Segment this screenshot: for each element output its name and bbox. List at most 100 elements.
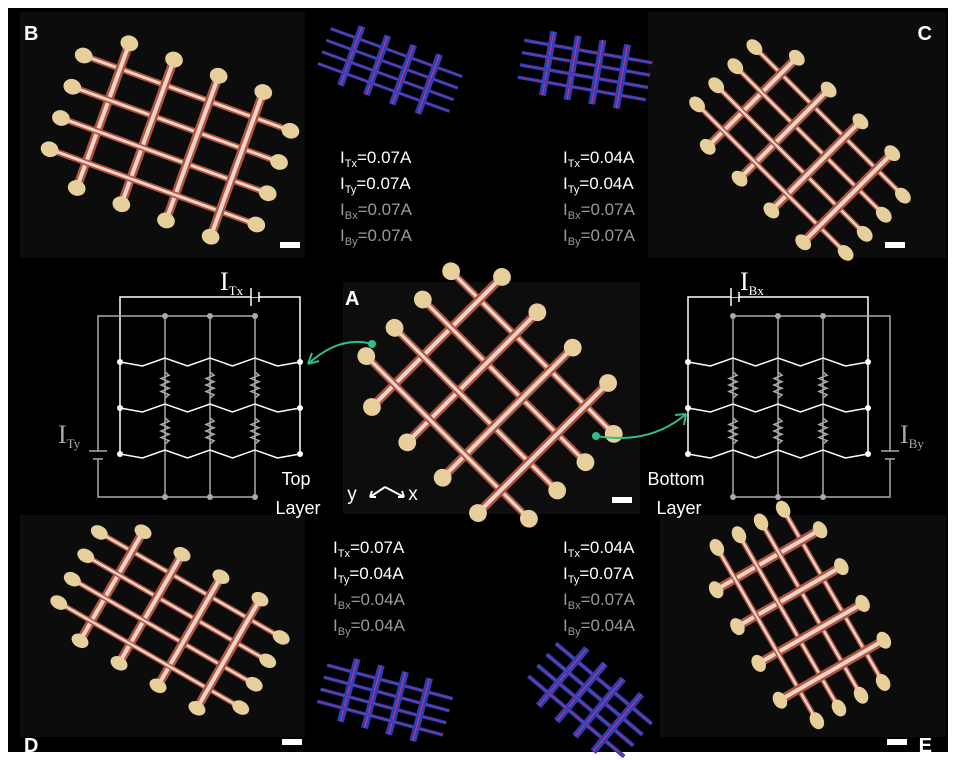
sim-edge <box>417 54 441 114</box>
foot <box>67 180 86 196</box>
beam-core <box>208 91 266 238</box>
lattice <box>689 39 911 261</box>
foot <box>245 676 263 692</box>
current-subscript: By <box>338 626 351 638</box>
current-subscript: By <box>568 626 581 638</box>
lattice <box>357 262 623 528</box>
foot <box>251 591 269 607</box>
current-symbol: I <box>563 538 568 557</box>
battery-gap <box>90 451 106 459</box>
current-symbol: I <box>563 590 568 609</box>
source-label: ITx <box>220 267 244 298</box>
lattice <box>40 35 300 245</box>
current-value: =0.07A <box>356 174 411 193</box>
foot <box>548 481 567 500</box>
foot <box>894 187 911 204</box>
current-label: ITy=0.04A <box>563 174 634 196</box>
foot <box>442 262 461 281</box>
arrow <box>595 413 687 439</box>
foot <box>134 524 152 539</box>
sim-edge <box>522 52 651 76</box>
current-value: =0.04A <box>581 616 636 635</box>
foot <box>63 571 81 587</box>
foot <box>71 633 89 649</box>
current-symbol: I <box>563 148 568 167</box>
foot <box>788 49 805 66</box>
foot <box>730 618 745 636</box>
current-value: =0.07A <box>581 200 636 219</box>
resistor <box>772 417 784 445</box>
foot <box>112 196 131 213</box>
scale-bar <box>282 739 302 745</box>
current-subscript: Ty <box>568 574 580 586</box>
panel-label: E <box>919 735 932 757</box>
sim-edge <box>528 675 625 757</box>
current-symbol: I <box>563 200 568 219</box>
current-subscript: Ty <box>338 574 350 586</box>
current-value: =0.04A <box>351 616 406 635</box>
foot <box>254 84 273 100</box>
foot <box>753 513 769 531</box>
lattice <box>708 500 892 730</box>
resistor <box>119 449 301 459</box>
current-symbol: I <box>340 148 345 167</box>
foot <box>876 631 892 649</box>
current-subscript: Tx <box>345 158 358 170</box>
current-label: IBx=0.07A <box>340 200 413 222</box>
foot <box>165 51 183 68</box>
foot <box>809 712 825 730</box>
resistor <box>687 357 869 367</box>
foot <box>855 594 870 612</box>
sim-edge <box>391 44 415 105</box>
current-value: =0.07A <box>581 590 636 609</box>
current-value: =0.07A <box>579 564 634 583</box>
current-symbol: I <box>340 174 345 193</box>
sim-edge <box>326 39 458 89</box>
axis-arrows <box>369 486 405 498</box>
current-value: =0.07A <box>358 226 413 245</box>
current-value: =0.04A <box>579 174 634 193</box>
current-label: IBy=0.07A <box>563 226 636 248</box>
layer-label: Bottom <box>647 469 704 489</box>
foot <box>157 212 175 229</box>
foot <box>699 138 716 155</box>
beam-core <box>476 381 610 515</box>
current-symbol: I <box>563 616 568 635</box>
foot <box>363 398 381 416</box>
arrow-dot <box>592 432 600 440</box>
foot <box>149 678 167 694</box>
sim-edge <box>320 688 447 724</box>
resistor <box>727 371 739 399</box>
foot <box>834 558 849 576</box>
resistor <box>159 371 171 399</box>
beam-core <box>801 151 894 244</box>
sim-edge <box>615 44 629 109</box>
foot <box>727 58 744 75</box>
sim-edge <box>322 51 454 101</box>
current-subscript: Tx <box>568 548 581 560</box>
current-symbol: I <box>340 200 345 219</box>
current-label: IBy=0.07A <box>340 226 413 248</box>
sim-edge <box>363 665 382 729</box>
simulation <box>517 30 653 110</box>
current-subscript: Bx <box>568 210 581 222</box>
layer-label: Top <box>281 469 310 489</box>
layer-label: Layer <box>656 498 701 518</box>
current-subscript: Tx <box>338 548 351 560</box>
source-subscript: Tx <box>229 283 244 298</box>
arrow <box>307 340 373 365</box>
current-subscript: Bx <box>568 600 581 612</box>
resistor <box>249 371 261 399</box>
sim-edge <box>566 35 579 100</box>
source-subscript: By <box>909 436 925 451</box>
simulation <box>527 641 653 759</box>
foot <box>110 656 128 671</box>
source-symbol: I <box>740 267 749 296</box>
panel-label: B <box>24 23 38 45</box>
foot <box>201 228 220 245</box>
resistor <box>687 449 869 459</box>
simulation <box>317 25 463 115</box>
current-value: =0.04A <box>580 148 635 167</box>
foot <box>272 630 290 645</box>
foot <box>795 234 812 251</box>
